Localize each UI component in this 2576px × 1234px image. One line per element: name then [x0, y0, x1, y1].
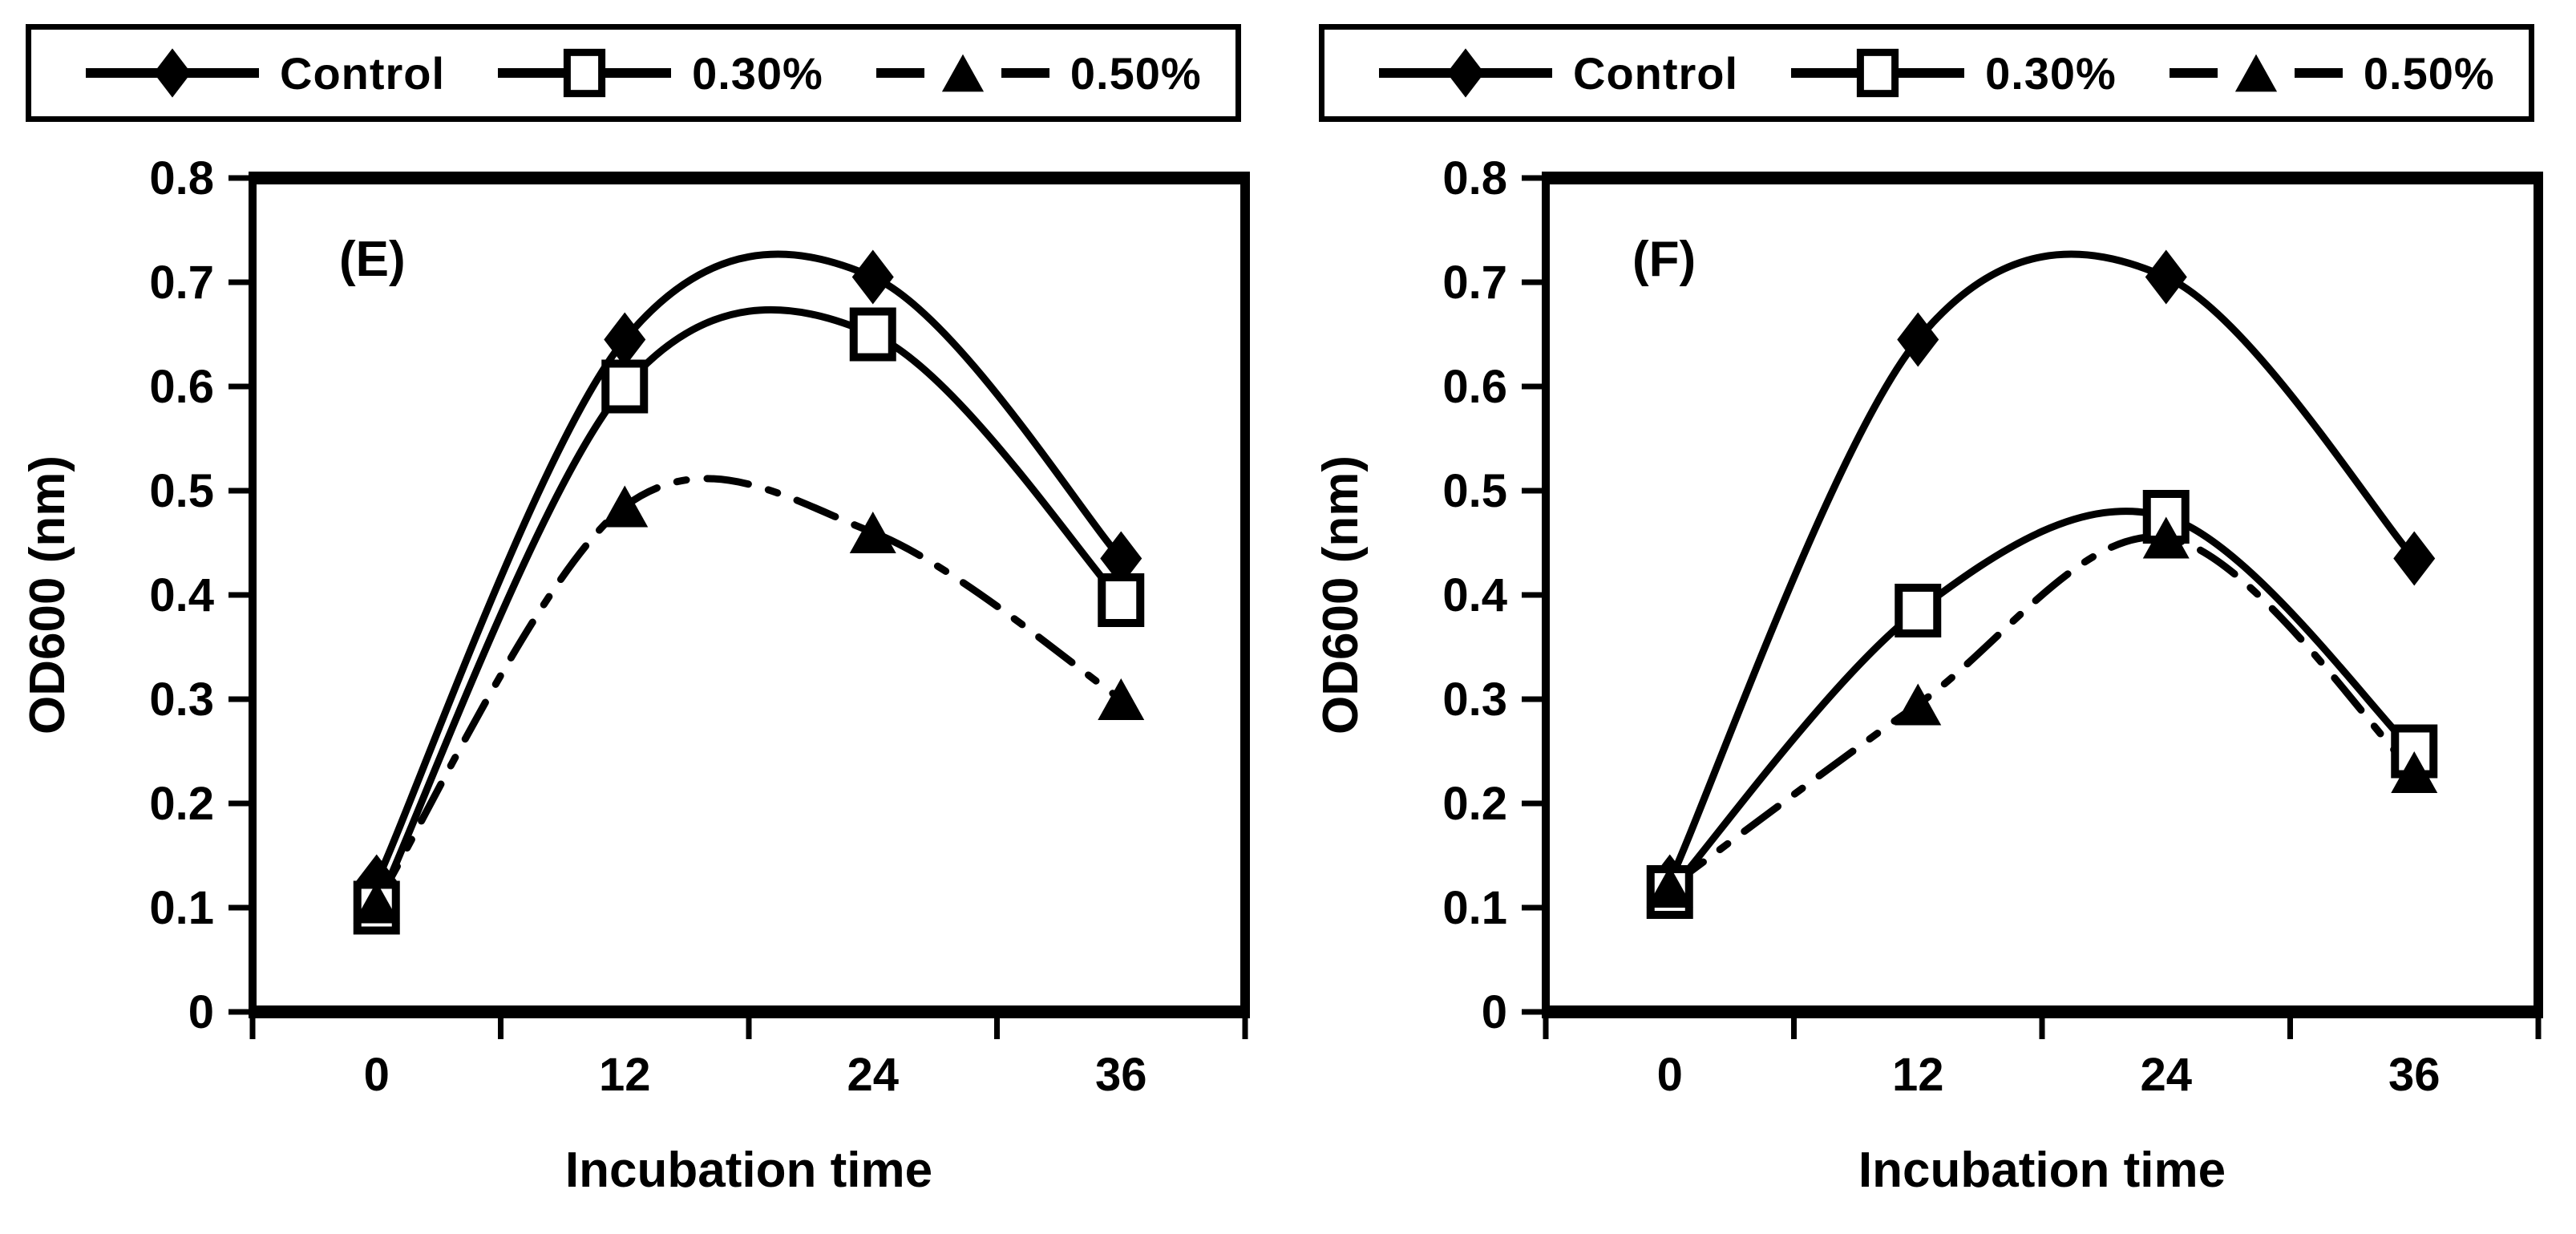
legend-label-050: 0.50%	[2363, 47, 2495, 99]
chart-F: 0 0.1 0.2 0.3 0.4 0.5 0.6 0.7 0.8 0 12 24 36 OD600 (n…	[1313, 152, 2543, 1198]
x-tick-label: 12	[1892, 1049, 1944, 1101]
series-line-Control	[1666, 250, 2418, 885]
y-tick-label: 0.7	[1442, 257, 1507, 309]
x-tick-label: 0	[364, 1049, 390, 1101]
data-point-marker-diamond	[2393, 531, 2436, 586]
data-point-marker-square	[849, 307, 896, 362]
legend-label-control: Control	[1573, 47, 1739, 99]
data-point-marker-diamond	[2145, 249, 2187, 305]
panel-label: (F)	[1632, 232, 1696, 287]
data-point-marker-triangle	[2391, 751, 2438, 793]
chart-E: 0 0.1 0.2 0.3 0.4 0.5 0.6 0.7 0.8 0 12 24 36 OD600 (n…	[20, 152, 1250, 1198]
legend-glyph-050	[2169, 54, 2343, 92]
y-tick-label: 0.7	[149, 257, 214, 309]
panel-F: Control 0.30% 0.50% 0 0.1 0.2 0.3 0.4 0.5 0.6 0…	[1293, 0, 2576, 1234]
legend-glyph-050	[876, 54, 1049, 92]
data-point-marker-square	[563, 48, 606, 98]
legend-glyph-030	[1791, 48, 1965, 98]
x-tick-label: 12	[599, 1049, 651, 1101]
series-line-0.50%	[373, 475, 1125, 906]
y-tick-label: 0.1	[149, 882, 214, 934]
y-tick-label: 0.1	[1442, 882, 1507, 934]
legend-glyph-030	[498, 48, 672, 98]
x-axis-title: Incubation time	[1858, 1143, 2226, 1198]
data-point-marker-square	[1895, 584, 1942, 637]
x-tick-label: 36	[2388, 1049, 2441, 1101]
y-tick-label: 0.4	[149, 569, 214, 621]
series-line-0.50%	[1666, 533, 2418, 891]
y-tick-label: 0.6	[1442, 361, 1507, 413]
data-point-marker-diamond	[604, 312, 646, 367]
y-tick-label: 0.5	[1442, 465, 1507, 517]
x-tick-label: 24	[2140, 1049, 2192, 1101]
x-tick-label: 24	[847, 1049, 899, 1101]
y-tick-label: 0.3	[1442, 674, 1507, 726]
legend-glyph-control	[1379, 48, 1552, 98]
x-tick-label: 0	[1657, 1049, 1683, 1101]
y-tick-label: 0.2	[149, 778, 214, 830]
y-tick-label: 0.8	[1442, 152, 1507, 204]
legend-glyph-control	[86, 48, 259, 98]
legend-item-050: 0.50%	[875, 36, 1202, 110]
y-tick-label: 0.8	[149, 152, 214, 204]
data-point-marker-square	[1856, 48, 1899, 98]
legend-item-030: 0.30%	[496, 36, 823, 110]
legend-label-030: 0.30%	[1985, 47, 2117, 99]
legend-F: Control 0.30% 0.50%	[1319, 24, 2534, 122]
x-tick-label: 36	[1095, 1049, 1147, 1101]
data-point-marker-triangle	[2234, 54, 2277, 92]
legend-label-050: 0.50%	[1070, 47, 1202, 99]
data-point-marker-square	[1098, 573, 1145, 627]
data-point-marker-square	[601, 359, 649, 414]
series-line-0.30%	[373, 305, 1125, 912]
legend-item-control: Control	[1377, 36, 1738, 110]
data-point-marker-triangle	[941, 54, 984, 92]
data-point-marker-triangle	[1098, 678, 1145, 720]
data-point-marker-triangle	[1646, 866, 1693, 908]
legend-item-030: 0.30%	[1789, 36, 2117, 110]
y-tick-label: 0.6	[149, 361, 214, 413]
y-tick-label: 0	[188, 986, 214, 1038]
y-tick-label: 0.5	[149, 465, 214, 517]
legend-E: Control 0.30% 0.50%	[26, 24, 1241, 122]
legend-label-control: Control	[280, 47, 446, 99]
panel-E: Control 0.30% 0.50% 0 0.1 0.2 0.3 0.4 0.5 0.6 0…	[0, 0, 1283, 1234]
data-point-marker-diamond	[1100, 531, 1142, 586]
legend-item-control: Control	[84, 36, 445, 110]
data-point-marker-diamond	[851, 249, 894, 305]
x-axis-title: Incubation time	[565, 1143, 932, 1198]
data-point-marker-triangle	[1895, 683, 1942, 726]
y-tick-label: 0.3	[149, 674, 214, 726]
y-tick-label: 0	[1482, 986, 1507, 1038]
data-point-marker-triangle	[353, 881, 400, 924]
series-line-0.30%	[1666, 508, 2418, 896]
y-axis-title: OD600 (nm)	[20, 455, 75, 734]
data-point-marker-triangle	[2142, 516, 2190, 559]
legend-item-050: 0.50%	[2168, 36, 2495, 110]
y-axis-title: OD600 (nm)	[1313, 455, 1369, 734]
data-point-marker-triangle	[849, 512, 896, 553]
legend-label-030: 0.30%	[692, 47, 823, 99]
panel-label: (E)	[339, 232, 406, 287]
data-point-marker-triangle	[601, 485, 649, 528]
series-line-Control	[373, 250, 1125, 885]
y-tick-label: 0.4	[1442, 569, 1507, 621]
data-point-marker-diamond	[1897, 312, 1939, 367]
data-point-marker-diamond	[1446, 48, 1485, 98]
y-tick-label: 0.2	[1442, 778, 1507, 830]
